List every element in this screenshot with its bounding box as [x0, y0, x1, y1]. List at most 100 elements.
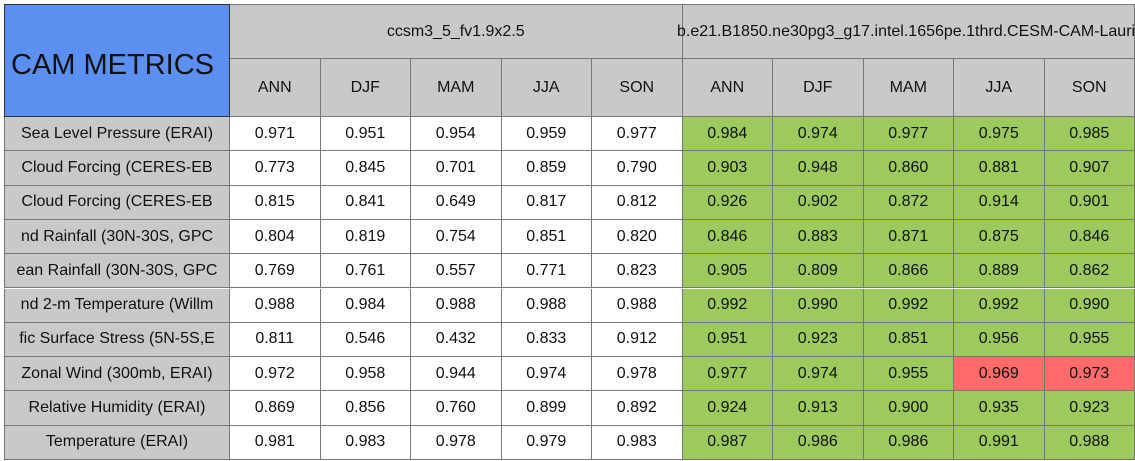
- value-cell: 0.820: [592, 219, 683, 255]
- value-cell: 0.773: [230, 151, 321, 186]
- value-cell: 0.869: [230, 391, 321, 426]
- season-header: ANN: [230, 59, 321, 117]
- row-label: Cloud Forcing (CERES-EB: [4, 185, 230, 220]
- value-cell: 0.883: [773, 219, 864, 255]
- value-cell: 0.975: [954, 117, 1045, 152]
- value-cell: 0.881: [954, 151, 1045, 186]
- value-cell: 0.935: [954, 391, 1045, 426]
- row-label: nd Rainfall (30N-30S, GPC: [4, 219, 230, 255]
- value-cell: 0.973: [1044, 357, 1135, 392]
- value-cell: 0.991: [954, 425, 1045, 460]
- value-cell: 0.905: [682, 254, 773, 289]
- value-cell: 0.974: [501, 357, 592, 392]
- value-cell: 0.899: [501, 391, 592, 426]
- value-cell: 0.872: [863, 185, 954, 220]
- value-cell: 0.812: [592, 185, 683, 220]
- value-cell: 0.988: [411, 288, 502, 323]
- group-header: ccsm3_5_fv1.9x2.5: [230, 4, 683, 59]
- value-cell: 0.811: [230, 322, 321, 358]
- value-cell: 0.846: [682, 219, 773, 255]
- value-cell: 0.871: [863, 219, 954, 255]
- value-cell: 0.992: [682, 288, 773, 323]
- season-header: DJF: [320, 59, 411, 117]
- value-cell: 0.557: [411, 254, 502, 289]
- row-label: Temperature (ERAI): [4, 425, 230, 460]
- value-cell: 0.923: [1044, 391, 1135, 426]
- value-cell: 0.955: [1044, 322, 1135, 358]
- row-label: Cloud Forcing (CERES-EB: [4, 151, 230, 186]
- value-cell: 0.846: [1044, 219, 1135, 255]
- value-cell: 0.972: [230, 357, 321, 392]
- value-cell: 0.901: [1044, 185, 1135, 220]
- value-cell: 0.845: [320, 151, 411, 186]
- value-cell: 0.649: [411, 185, 502, 220]
- season-header: SON: [1044, 59, 1135, 117]
- value-cell: 0.851: [501, 219, 592, 255]
- row-label: fic Surface Stress (5N-5S,E: [4, 322, 230, 358]
- value-cell: 0.760: [411, 391, 502, 426]
- row-label: nd 2-m Temperature (Willm: [4, 288, 230, 323]
- value-cell: 0.992: [954, 288, 1045, 323]
- value-cell: 0.546: [320, 322, 411, 358]
- value-cell: 0.926: [682, 185, 773, 220]
- value-cell: 0.761: [320, 254, 411, 289]
- value-cell: 0.907: [1044, 151, 1135, 186]
- row-label: Zonal Wind (300mb, ERAI): [4, 357, 230, 392]
- value-cell: 0.769: [230, 254, 321, 289]
- value-cell: 0.988: [592, 288, 683, 323]
- value-cell: 0.987: [682, 425, 773, 460]
- group-bg: [682, 4, 1135, 59]
- value-cell: 0.955: [863, 357, 954, 392]
- value-cell: 0.990: [773, 288, 864, 323]
- value-cell: 0.912: [592, 322, 683, 358]
- value-cell: 0.819: [320, 219, 411, 255]
- value-cell: 0.817: [501, 185, 592, 220]
- value-cell: 0.804: [230, 219, 321, 255]
- value-cell: 0.954: [411, 117, 502, 152]
- value-cell: 0.889: [954, 254, 1045, 289]
- value-cell: 0.833: [501, 322, 592, 358]
- season-header: JJA: [501, 59, 592, 117]
- value-cell: 0.986: [863, 425, 954, 460]
- value-cell: 0.900: [863, 391, 954, 426]
- value-cell: 0.978: [411, 425, 502, 460]
- value-cell: 0.988: [1044, 425, 1135, 460]
- value-cell: 0.903: [682, 151, 773, 186]
- value-cell: 0.701: [411, 151, 502, 186]
- row-label: ean Rainfall (30N-30S, GPC: [4, 254, 230, 289]
- value-cell: 0.790: [592, 151, 683, 186]
- value-cell: 0.841: [320, 185, 411, 220]
- value-cell: 0.951: [682, 322, 773, 358]
- season-header: MAM: [411, 59, 502, 117]
- value-cell: 0.944: [411, 357, 502, 392]
- value-cell: 0.851: [863, 322, 954, 358]
- value-cell: 0.956: [954, 322, 1045, 358]
- group-header: b.e21.B1850.ne30pg3_g17.intel.1656pe.1th…: [677, 4, 1135, 59]
- value-cell: 0.988: [230, 288, 321, 323]
- value-cell: 0.914: [954, 185, 1045, 220]
- value-cell: 0.981: [230, 425, 321, 460]
- value-cell: 0.913: [773, 391, 864, 426]
- value-cell: 0.771: [501, 254, 592, 289]
- row-label: Sea Level Pressure (ERAI): [4, 117, 230, 152]
- season-header: SON: [592, 59, 683, 117]
- value-cell: 0.815: [230, 185, 321, 220]
- value-cell: 0.754: [411, 219, 502, 255]
- value-cell: 0.983: [592, 425, 683, 460]
- value-cell: 0.923: [773, 322, 864, 358]
- value-cell: 0.969: [954, 357, 1045, 392]
- value-cell: 0.978: [592, 357, 683, 392]
- value-cell: 0.971: [230, 117, 321, 152]
- value-cell: 0.979: [501, 425, 592, 460]
- value-cell: 0.924: [682, 391, 773, 426]
- value-cell: 0.984: [682, 117, 773, 152]
- value-cell: 0.974: [773, 357, 864, 392]
- title: CAM METRICS: [4, 4, 230, 117]
- value-cell: 0.977: [863, 117, 954, 152]
- value-cell: 0.985: [1044, 117, 1135, 152]
- row-label: Relative Humidity (ERAI): [4, 391, 230, 426]
- value-cell: 0.948: [773, 151, 864, 186]
- value-cell: 0.951: [320, 117, 411, 152]
- value-cell: 0.809: [773, 254, 864, 289]
